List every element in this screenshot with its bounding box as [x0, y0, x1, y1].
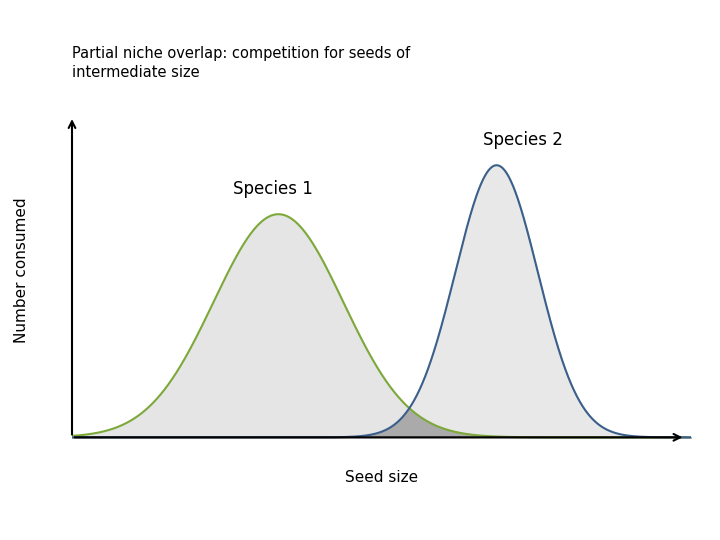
Text: Number consumed: Number consumed [14, 197, 29, 343]
Text: Species 1: Species 1 [233, 180, 312, 198]
Text: Partial niche overlap: competition for seeds of
intermediate size: Partial niche overlap: competition for s… [72, 46, 410, 80]
Text: Seed size: Seed size [345, 470, 418, 485]
Text: Species 2: Species 2 [483, 131, 563, 149]
